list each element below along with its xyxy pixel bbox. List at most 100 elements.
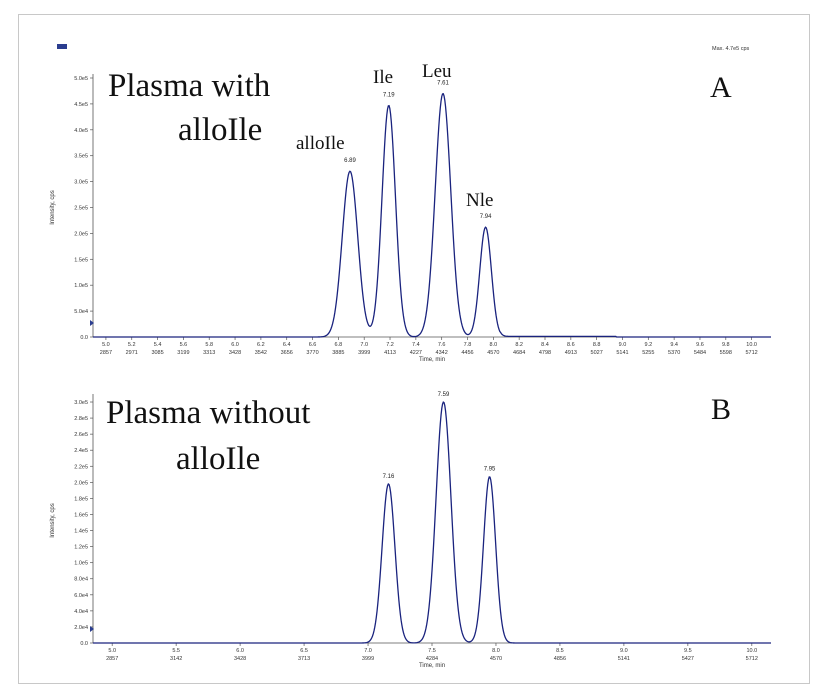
y-tick-label: 2.8e5 [74,416,88,422]
scan-tick-label: 5370 [668,350,680,356]
scan-tick-label: 3428 [229,350,241,356]
scan-tick-label: 3770 [306,350,318,356]
scan-tick-label: 4570 [487,350,499,356]
scan-tick-label: 4227 [410,350,422,356]
y-tick-label: 2.4e5 [74,448,88,454]
y-tick-label: 2.6e5 [74,432,88,438]
x-tick-label: 7.6 [438,342,446,348]
y-axis-title: Intensity, cps [50,190,56,225]
y-axis-title: Intensity, cps [50,503,56,538]
scan-tick-label: 3313 [203,350,215,356]
scan-tick-label: 5141 [616,350,628,356]
scan-tick-label: 4798 [539,350,551,356]
scan-tick-label: 3713 [298,656,310,662]
y-tick-label: 1.0e5 [74,561,88,567]
x-tick-label: 7.0 [364,648,372,654]
peak-rt-label: 7.19 [383,92,395,98]
y-tick-label: 0.0 [80,641,88,647]
x-tick-label: 5.0 [108,648,116,654]
chromatogram-trace [93,92,771,338]
y-tick-label: 1.4e5 [74,529,88,535]
x-tick-label: 6.0 [231,342,239,348]
x-tick-label: 6.6 [309,342,317,348]
compound-label: Leu [422,61,452,82]
panel-letter: B [711,393,731,426]
axis-arrow-marker [90,626,94,632]
y-tick-label: 1.8e5 [74,496,88,502]
scan-tick-label: 5255 [642,350,654,356]
y-tick-label: 3.0e5 [74,180,88,186]
y-tick-label: 3.5e5 [74,154,88,160]
x-tick-label: 7.0 [360,342,368,348]
scan-tick-label: 3999 [362,656,374,662]
y-tick-label: 1.5e5 [74,257,88,263]
scan-tick-label: 3885 [332,350,344,356]
scan-tick-label: 3542 [255,350,267,356]
x-tick-label: 5.5 [172,648,180,654]
y-tick-label: 4.0e4 [74,609,88,615]
peak-rt-label: 7.94 [480,214,492,220]
peak-rt-label: 7.16 [383,474,395,480]
scan-tick-label: 3999 [358,350,370,356]
x-axis-title: Time, min [419,357,445,363]
x-tick-label: 5.4 [154,342,162,348]
x-tick-label: 8.4 [541,342,549,348]
scan-tick-label: 5427 [682,656,694,662]
x-tick-label: 9.8 [722,342,730,348]
x-tick-label: 7.5 [428,648,436,654]
peak-rt-label: 6.89 [344,158,356,164]
scan-tick-label: 3428 [234,656,246,662]
scan-tick-label: 3656 [281,350,293,356]
x-tick-label: 10.0 [746,648,757,654]
x-tick-label: 5.0 [102,342,110,348]
x-tick-label: 8.5 [556,648,564,654]
panel-marker [57,44,67,49]
scan-tick-label: 5484 [694,350,706,356]
y-tick-label: 4.0e5 [74,128,88,134]
x-tick-label: 6.4 [283,342,291,348]
x-tick-label: 10.0 [746,342,757,348]
scan-tick-label: 4913 [565,350,577,356]
scan-tick-label: 4342 [436,350,448,356]
scan-tick-label: 2857 [106,656,118,662]
y-tick-label: 8.0e4 [74,577,88,583]
y-tick-label: 1.2e5 [74,545,88,551]
scan-tick-label: 5141 [618,656,630,662]
max-intensity-label: Max. 4.7e5 cps [712,46,750,52]
x-tick-label: 6.5 [300,648,308,654]
scan-tick-label: 4113 [384,350,396,356]
y-tick-label: 4.5e5 [74,102,88,108]
y-tick-label: 1.0e5 [74,283,88,289]
panel-title-line: Plasma without [106,395,310,431]
compound-label: Nle [466,190,493,211]
y-tick-label: 5.0e5 [74,76,88,82]
figure-frame [18,14,810,684]
x-tick-label: 8.0 [492,648,500,654]
x-axis-title: Time, min [419,663,445,669]
y-tick-label: 5.0e4 [74,309,88,315]
scan-tick-label: 5712 [746,656,758,662]
x-tick-label: 8.6 [567,342,575,348]
x-tick-label: 7.2 [386,342,394,348]
x-tick-label: 7.8 [464,342,472,348]
x-tick-label: 5.8 [205,342,213,348]
peak-rt-label: 7.59 [438,392,450,398]
x-tick-label: 8.2 [515,342,523,348]
scan-tick-label: 5712 [746,350,758,356]
y-tick-label: 6.0e4 [74,593,88,599]
scan-tick-label: 5598 [720,350,732,356]
scan-tick-label: 3085 [151,350,163,356]
x-tick-label: 5.6 [180,342,188,348]
y-tick-label: 2.0e5 [74,231,88,237]
scan-tick-label: 4856 [554,656,566,662]
scan-tick-label: 4456 [461,350,473,356]
x-tick-label: 8.0 [490,342,498,348]
y-tick-label: 3.0e5 [74,400,88,406]
scan-tick-label: 3199 [177,350,189,356]
scan-tick-label: 4570 [490,656,502,662]
x-tick-label: 9.5 [684,648,692,654]
x-tick-label: 6.0 [236,648,244,654]
compound-label: alloIle [296,133,345,154]
x-tick-label: 8.8 [593,342,601,348]
y-tick-label: 2.5e5 [74,206,88,212]
